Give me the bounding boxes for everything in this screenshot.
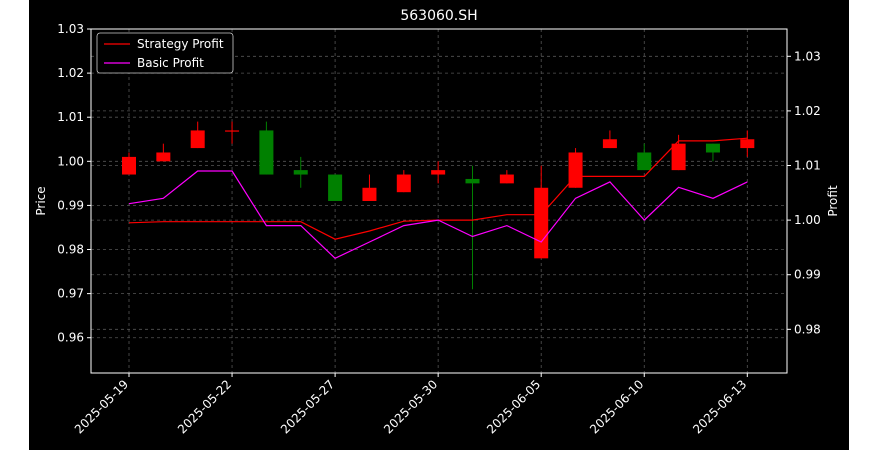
- candle-body: [328, 174, 343, 201]
- right-tick-label: 1.01: [794, 159, 821, 173]
- right-tick-label: 1.00: [794, 213, 821, 227]
- chart-title: 563060.SH: [400, 8, 477, 24]
- candle-layer: [122, 130, 755, 259]
- x-tick-label: 2025-06-10: [587, 377, 646, 436]
- candle-body: [740, 139, 755, 149]
- y-axis-label-left: Price: [34, 186, 48, 215]
- candle-body: [396, 174, 411, 193]
- y-axis-label-right: Profit: [826, 185, 840, 217]
- right-tick-label: 0.99: [794, 268, 821, 282]
- candle-body: [568, 152, 583, 188]
- right-tick-label: 0.98: [794, 322, 821, 336]
- candle-body: [602, 139, 617, 149]
- x-tick-label: 2025-06-13: [690, 377, 749, 436]
- candle-body: [156, 152, 171, 162]
- x-tick-label: 2025-05-19: [72, 377, 131, 436]
- left-tick-label: 1.00: [57, 154, 84, 168]
- candle-body: [122, 156, 136, 175]
- left-tick-label: 0.96: [57, 331, 84, 345]
- profit-lines: [128, 137, 748, 260]
- basic-profit-line: [128, 170, 748, 260]
- plot-frame: [90, 28, 788, 374]
- candle-body: [499, 174, 514, 184]
- x-tick-label: 2025-05-27: [278, 377, 337, 436]
- candle-body: [534, 187, 549, 259]
- x-tick-label: 2025-05-30: [381, 377, 440, 436]
- grid-lines: [91, 28, 787, 373]
- chart-figure: 563060.SH 0.96 0.97 0.98 0.99 1.00 1.01 1.02 1.…: [29, 0, 849, 450]
- left-tick-label: 1.03: [57, 22, 84, 36]
- left-tick-label: 0.98: [57, 243, 84, 257]
- candlestick-chart: 563060.SH 0.96 0.97 0.98 0.99 1.00 1.01 1.02 1.…: [34, 8, 840, 436]
- left-tick-label: 1.01: [57, 110, 84, 124]
- left-tick-label: 0.99: [57, 198, 84, 212]
- left-tick-label: 1.02: [57, 66, 84, 80]
- axes: 0.96 0.97 0.98 0.99 1.00 1.01 1.02 1.03 0.98 0.99…: [34, 22, 840, 436]
- candle-body: [225, 130, 240, 132]
- x-tick-label: 2025-06-05: [484, 377, 543, 436]
- x-tick-label: 2025-05-22: [175, 377, 234, 436]
- legend-box: [96, 32, 234, 74]
- legend: Strategy Profit Basic Profit: [96, 32, 234, 74]
- candle-body: [671, 143, 686, 171]
- candle-body: [637, 152, 652, 171]
- candle-body: [190, 130, 205, 149]
- left-tick-label: 0.97: [57, 287, 84, 301]
- candle-body: [259, 130, 274, 175]
- strategy-profit-line: [128, 137, 748, 240]
- candle-body: [293, 170, 308, 175]
- candle-body: [431, 170, 446, 175]
- candle-body: [465, 178, 480, 184]
- candle-body: [705, 143, 720, 153]
- legend-label: Basic Profit: [137, 56, 204, 70]
- legend-label: Strategy Profit: [137, 37, 224, 51]
- right-tick-label: 1.03: [794, 49, 821, 63]
- right-tick-label: 1.02: [794, 104, 821, 118]
- candle-body: [362, 187, 377, 201]
